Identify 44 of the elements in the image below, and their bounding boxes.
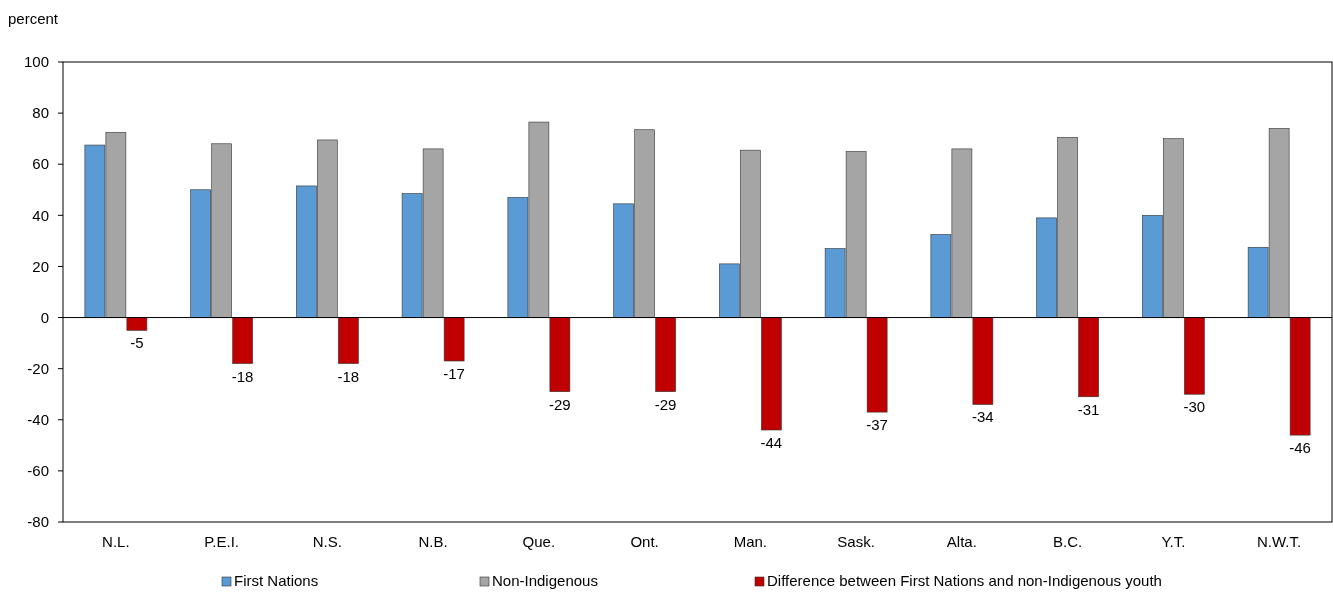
y-tick-label: -20	[27, 359, 49, 377]
data-label: -18	[231, 367, 254, 385]
data-label: -37	[866, 416, 888, 434]
bar	[232, 317, 253, 364]
legend-label: Difference between First Nations and non-Indigenous youth	[767, 572, 1162, 589]
y-tick-label: -40	[27, 411, 49, 429]
x-tick-label: P.E.I.	[204, 533, 239, 550]
data-label: -5	[130, 334, 144, 352]
data-label: -31	[1077, 400, 1100, 418]
data-label: -34	[972, 408, 994, 426]
y-tick-label: 0	[40, 308, 49, 326]
y-tick-label: -60	[27, 462, 49, 480]
y-axis-title: percent	[8, 10, 59, 27]
data-label: -30	[1183, 398, 1206, 416]
legend-label: First Nations	[234, 572, 319, 589]
bar	[338, 317, 359, 364]
y-tick-label: 80	[32, 104, 49, 122]
data-label: -29	[654, 395, 677, 413]
y-tick-label: 20	[32, 257, 49, 275]
x-tick-label: N.W.T.	[1257, 533, 1302, 550]
y-tick-label: 100	[23, 53, 49, 71]
x-tick-label: Que.	[522, 533, 556, 550]
x-tick-label: N.L.	[102, 533, 130, 550]
data-label: -44	[760, 434, 783, 451]
bar	[761, 317, 782, 431]
y-tick-label: 60	[32, 155, 49, 173]
data-label: -46	[1289, 439, 1311, 457]
y-tick-label: 40	[32, 206, 49, 224]
x-tick-label: Sask.	[837, 533, 875, 550]
x-tick-label: Y.T.	[1161, 533, 1186, 550]
data-label: -17	[443, 365, 465, 382]
x-tick-label: B.C.	[1053, 533, 1083, 550]
x-tick-label: N.S.	[312, 533, 342, 550]
legend-label: Non-Indigenous	[492, 572, 598, 589]
x-tick-label: Man.	[733, 533, 768, 550]
x-tick-label: N.B.	[418, 533, 448, 550]
bar	[1078, 317, 1099, 398]
bar	[1184, 317, 1205, 395]
x-tick-label: Alta.	[946, 533, 977, 550]
x-tick-label: Ont.	[630, 533, 659, 550]
data-label: -18	[337, 367, 360, 385]
bar	[655, 317, 676, 392]
y-tick-label: -80	[27, 513, 49, 531]
data-label: -29	[549, 395, 571, 413]
